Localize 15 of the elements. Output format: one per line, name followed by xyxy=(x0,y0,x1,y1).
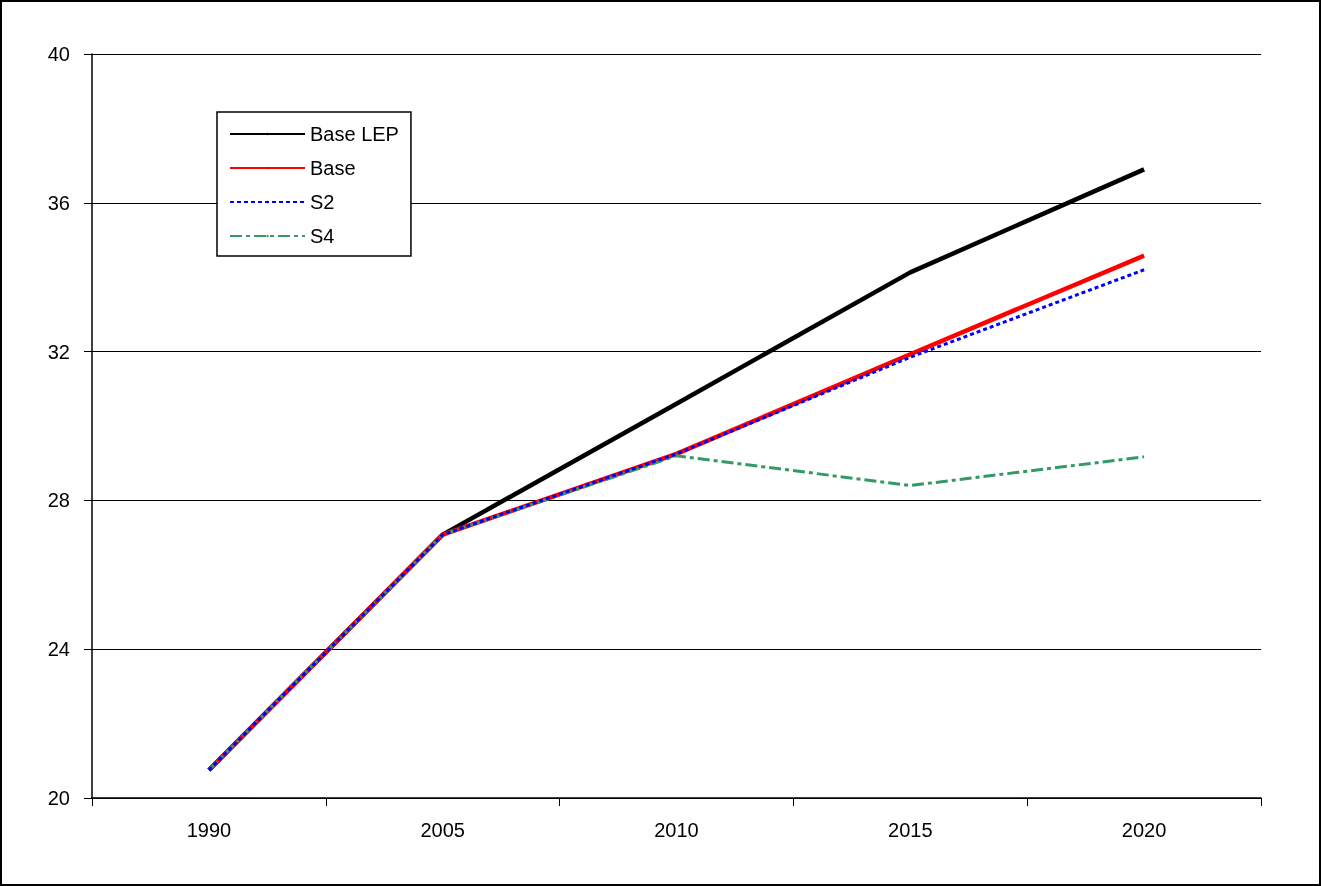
y-tick-label: 40 xyxy=(47,43,70,65)
y-tick-label: 36 xyxy=(47,191,70,214)
legend-label: S2 xyxy=(310,191,335,213)
legend-label: Base xyxy=(310,157,356,179)
y-tick-label: 24 xyxy=(47,638,70,661)
x-tick-label: 2005 xyxy=(420,819,465,841)
x-tick-label: 1990 xyxy=(186,819,232,841)
legend-label: Base LEP xyxy=(310,123,399,145)
x-tick-label: 2015 xyxy=(888,819,933,841)
x-tick-label: 2020 xyxy=(1121,819,1167,841)
y-tick-label: 20 xyxy=(47,787,70,809)
y-tick-label: 28 xyxy=(47,489,70,512)
x-tick-label: 2010 xyxy=(654,819,699,841)
y-tick-label: 32 xyxy=(47,340,70,363)
legend-label: S4 xyxy=(310,225,335,247)
